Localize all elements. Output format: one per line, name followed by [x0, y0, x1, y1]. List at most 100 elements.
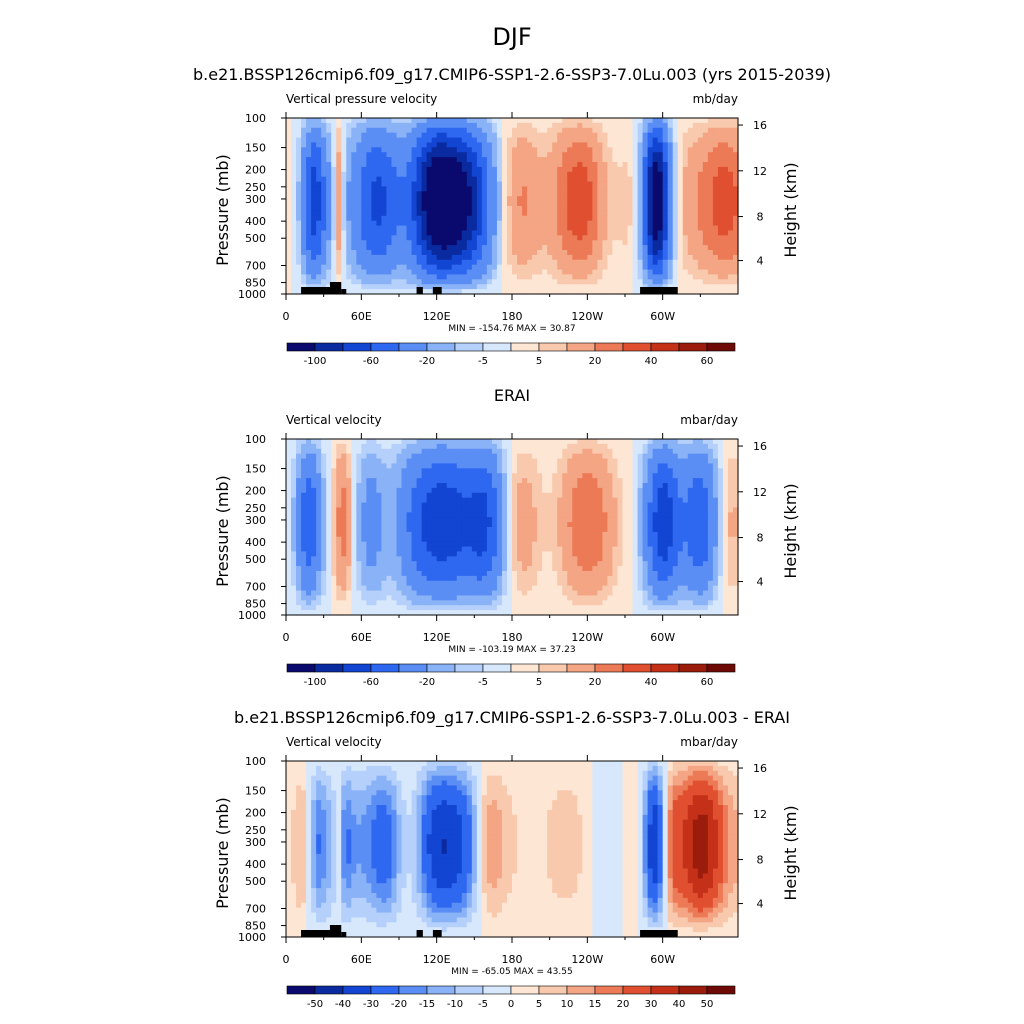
- heatmap-cell: [496, 453, 503, 460]
- heatmap-cell: [642, 284, 649, 290]
- heatmap-cell: [637, 215, 644, 222]
- heatmap-cell: [481, 443, 488, 450]
- heatmap-cell: [411, 443, 418, 450]
- heatmap-cell: [667, 284, 674, 290]
- heatmap-cell: [386, 274, 393, 280]
- heatmap-cell: [426, 453, 433, 460]
- heatmap-cell: [652, 171, 659, 178]
- heatmap-cell: [707, 284, 714, 290]
- heatmap-cell: [286, 220, 292, 227]
- heatmap-cell: [441, 458, 448, 465]
- heatmap-cell: [612, 259, 619, 266]
- heatmap-cell: [421, 240, 428, 246]
- heatmap-cell: [642, 473, 649, 479]
- heatmap-cell: [501, 463, 508, 469]
- heatmap-cell: [627, 254, 634, 261]
- heatmap-cell: [667, 191, 674, 197]
- heatmap-cell: [496, 512, 503, 518]
- heatmap-cell: [411, 186, 418, 192]
- heatmap-cell: [542, 147, 548, 153]
- heatmap-cell: [552, 240, 558, 246]
- heatmap-cell: [572, 250, 578, 256]
- heatmap-cell: [637, 463, 644, 469]
- heatmap-cell: [542, 448, 548, 455]
- heatmap-cell: [722, 157, 729, 163]
- heatmap-cell: [597, 142, 603, 148]
- heatmap-cell: [466, 448, 473, 455]
- heatmap-cell: [426, 186, 433, 192]
- heatmap-cell: [702, 147, 709, 153]
- heatmap-cell: [582, 225, 588, 232]
- heatmap-cell: [572, 127, 578, 134]
- heatmap-cell: [376, 162, 383, 168]
- heatmap-cell: [642, 250, 649, 256]
- heatmap-cell: [481, 250, 488, 256]
- heatmap-cell: [431, 181, 438, 188]
- heatmap-cell: [406, 245, 413, 251]
- heatmap-cell: [486, 147, 493, 153]
- heatmap-cell: [461, 439, 468, 445]
- heatmap-cell: [421, 137, 428, 144]
- heatmap-cell: [301, 215, 307, 222]
- heatmap-cell: [702, 186, 709, 192]
- heatmap-cell: [496, 132, 503, 139]
- heatmap-cell: [391, 284, 398, 290]
- heatmap-cell: [647, 473, 654, 479]
- heatmap-cell: [411, 259, 418, 266]
- heatmap-cell: [341, 245, 347, 251]
- heatmap-cell: [567, 269, 573, 276]
- heatmap-cell: [577, 274, 583, 280]
- heatmap-cell: [391, 517, 398, 523]
- heatmap-cell: [612, 181, 619, 188]
- heatmap-cell: [441, 166, 448, 173]
- heatmap-cell: [627, 191, 634, 197]
- heatmap-cell: [456, 492, 463, 499]
- heatmap-cell: [471, 122, 478, 129]
- heatmap-cell: [461, 478, 468, 484]
- heatmap-cell: [396, 152, 403, 158]
- heatmap-cell: [306, 497, 312, 504]
- heatmap-cell: [476, 478, 483, 484]
- heatmap-cell: [637, 264, 644, 271]
- heatmap-cell: [461, 186, 468, 192]
- heatmap-cell: [451, 191, 458, 197]
- heatmap-cell: [411, 478, 418, 484]
- heatmap-cell: [411, 147, 418, 153]
- heatmap-cell: [692, 225, 699, 232]
- heatmap-cell: [577, 259, 583, 266]
- heatmap-cell: [496, 118, 503, 124]
- heatmap-cell: [326, 147, 332, 153]
- heatmap-cell: [396, 507, 403, 513]
- heatmap-cell: [697, 473, 704, 479]
- heatmap-cell: [356, 166, 362, 173]
- heatmap-cell: [476, 245, 483, 251]
- heatmap-cell: [361, 463, 367, 469]
- heatmap-cell: [697, 230, 704, 236]
- heatmap-cell: [311, 487, 317, 494]
- heatmap-cell: [476, 142, 483, 148]
- heatmap-cell: [291, 186, 297, 192]
- heatmap-cell: [727, 269, 734, 276]
- heatmap-cell: [692, 269, 699, 276]
- heatmap-cell: [722, 478, 729, 484]
- heatmap-cell: [381, 478, 388, 484]
- heatmap-cell: [592, 157, 598, 163]
- heatmap-cell: [481, 527, 488, 533]
- heatmap-cell: [672, 230, 679, 236]
- heatmap-cell: [597, 483, 603, 489]
- heatmap-cell: [557, 463, 563, 469]
- heatmap-cell: [436, 186, 443, 192]
- heatmap-cell: [707, 250, 714, 256]
- heatmap-cell: [697, 289, 704, 295]
- heatmap-cell: [652, 147, 659, 153]
- heatmap-cell: [321, 478, 327, 484]
- heatmap-cell: [562, 254, 568, 261]
- heatmap-cell: [697, 254, 704, 261]
- heatmap-cell: [311, 507, 317, 513]
- heatmap-cell: [512, 463, 518, 469]
- heatmap-cell: [346, 118, 352, 124]
- heatmap-cell: [376, 147, 383, 153]
- heatmap-cell: [301, 458, 307, 465]
- heatmap-cell: [306, 132, 312, 139]
